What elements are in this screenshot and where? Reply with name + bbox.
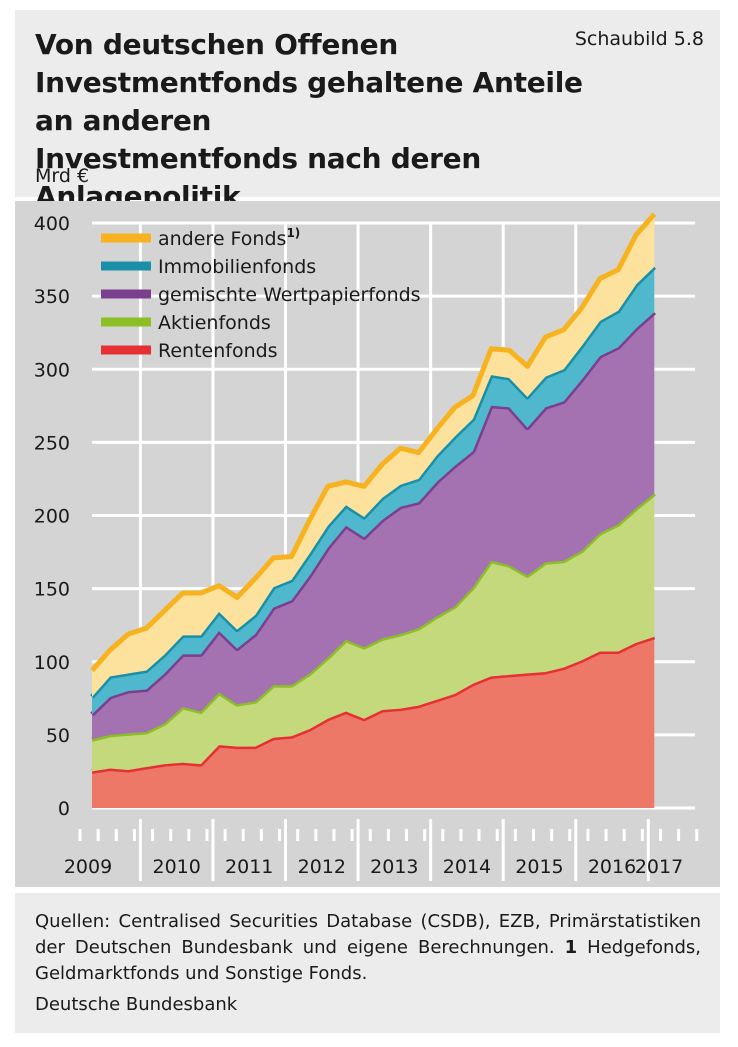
footnote-marker: 1: [564, 937, 578, 958]
legend: andere Fonds1) Immobilienfonds gemischte W…: [101, 226, 421, 362]
area-gemischt: [92, 312, 655, 740]
y-tick-label-50: 50: [46, 725, 70, 747]
y-tick-label-0: 0: [58, 798, 70, 820]
area-andere: [92, 214, 655, 697]
area-renten: [92, 636, 655, 808]
sources-note: Quellen: Centralised Securities Database…: [35, 909, 701, 987]
y-tick-label-300: 300: [34, 359, 70, 381]
axes: 0 50 100 150 200 250 300 350 400 2009 2010 2011 2012…: [34, 213, 699, 881]
stacked-area-chart: 0 50 100 150 200 250 300 350 400 2009 2010 2011 2012…: [34, 212, 699, 881]
legend-label-renten: Rentenfonds: [158, 340, 278, 362]
legend-footnote-ref: 1): [286, 226, 300, 240]
legend-label-immo: Immobilienfonds: [158, 256, 316, 278]
y-tick-label-400: 400: [34, 213, 70, 235]
y-tick-label-350: 350: [34, 286, 70, 308]
chart-title-line-2: Investmentfonds gehaltene Anteile an and…: [35, 66, 583, 137]
legend-label-andere: andere Fonds1): [158, 226, 300, 250]
x-tick-label-2011: 2011: [225, 856, 273, 878]
chart-area: 0 50 100 150 200 250 300 350 400 2009 2010 2011 2012…: [15, 201, 720, 887]
sources-text: Quellen: Centralised Securities Database…: [35, 911, 701, 958]
unit-label: Mrd €: [35, 165, 90, 187]
legend-label-gemischt: gemischte Wertpapierfonds: [158, 284, 421, 306]
footnote-text: Hedge­fonds, Geldmarktfonds und Sonstige…: [35, 937, 701, 984]
publisher: Deutsche Bundesbank: [35, 994, 238, 1015]
x-tick-label-2017: 2017: [635, 856, 683, 878]
line-gemischt: [90, 310, 656, 717]
x-tick-label-2013: 2013: [370, 856, 418, 878]
line-andere: [90, 212, 657, 673]
chart-title-line-3: Investmentfonds nach deren Anlagepolitik: [35, 142, 482, 213]
y-tick-label-100: 100: [34, 652, 70, 674]
area-series: [90, 212, 657, 808]
x-tick-label-2016: 2016: [588, 856, 636, 878]
legend-label-aktien: Aktienfonds: [158, 312, 271, 334]
x-tick-label-2010: 2010: [152, 856, 200, 878]
x-tick-label-2012: 2012: [298, 856, 346, 878]
x-tick-label-2009: 2009: [64, 856, 112, 878]
x-tick-label-2014: 2014: [443, 856, 491, 878]
figure-label: Schaubild 5.8: [574, 28, 704, 50]
y-tick-label-250: 250: [34, 432, 70, 454]
x-tick-label-2015: 2015: [515, 856, 563, 878]
chart-title-line-1: Von deutschen Offenen: [35, 28, 398, 61]
y-tick-label-200: 200: [34, 506, 70, 528]
line-renten: [91, 634, 656, 774]
y-tick-label-150: 150: [34, 579, 70, 601]
chart-footer: Quellen: Centralised Securities Database…: [15, 893, 720, 1033]
chart-header: Von deutschen Offenen Investmentfonds ge…: [15, 10, 720, 213]
chart-title: Von deutschen Offenen Investmentfonds ge…: [35, 26, 595, 216]
